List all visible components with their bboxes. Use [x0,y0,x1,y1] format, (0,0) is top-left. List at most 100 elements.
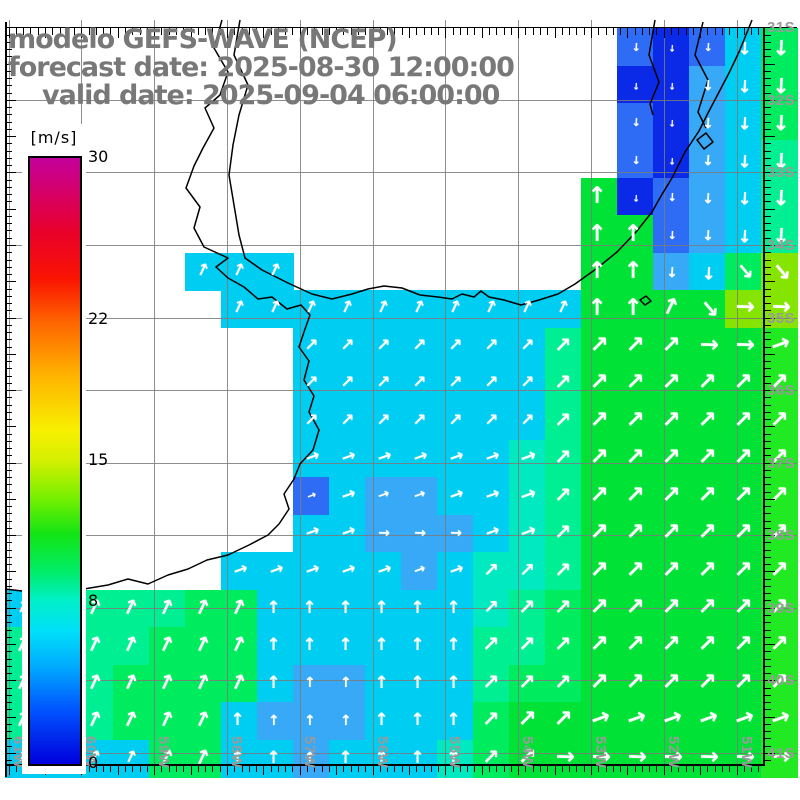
model-name-title: modelo GEFS-WAVE (NCEP) [8,24,398,55]
axis-tick [736,765,738,775]
wave-cell [293,627,330,666]
axis-tick [764,85,771,87]
wind-arrow: ↑ [266,598,281,618]
axis-tick [423,765,425,772]
wave-cell [437,402,474,441]
axis-tick [764,143,771,145]
axis-tick [321,28,323,35]
axis-tick [197,765,199,772]
wave-cell [401,327,438,366]
wind-arrow: ↑ [410,710,425,731]
axis-tick [5,593,12,595]
axis-tick [5,288,12,290]
axis-tick [139,765,141,772]
wave-cell [617,102,654,141]
axis-tick [285,28,287,35]
wave-cell [293,552,330,591]
axis-tick [764,702,771,703]
wind-arrow: ↑ [446,598,461,618]
wave-cell [473,739,510,778]
wave-cell [185,664,222,703]
axis-tick [678,28,680,35]
axis-tick [764,644,775,645]
wave-cell [653,327,690,366]
axis-tick [627,765,629,775]
lat-label: 31S [767,19,796,37]
axis-tick [743,28,745,35]
axis-tick [764,99,775,101]
axis-tick [764,615,771,616]
axis-tick [510,28,512,35]
axis-tick [764,520,771,522]
wave-cell [401,477,438,516]
axis-tick [219,28,221,35]
axis-tick [5,644,16,645]
wave-cell [581,627,618,666]
lon-label: 57W [300,736,318,769]
wind-arrow: ↑ [266,635,281,656]
axis-tick [372,765,374,775]
axis-tick [576,765,578,772]
axis-tick [764,208,775,210]
axis-tick [518,765,520,775]
wave-cell [761,477,798,516]
axis-tick [764,535,775,537]
axis-tick [5,549,12,551]
axis-tick [764,462,775,464]
gridline-parallel [5,680,797,682]
axis-tick [438,28,439,35]
wave-cell [689,440,726,479]
gridline-meridian [518,20,520,777]
axis-tick [764,92,771,94]
axis-tick [764,411,771,413]
axis-tick [299,28,301,38]
map-border-bottom [5,764,765,766]
axis-tick [764,673,771,674]
axis-tick [430,28,432,35]
axis-tick [5,70,12,72]
wave-cell [509,552,546,591]
axis-tick [5,760,12,762]
wind-arrow: ↑ [587,295,607,322]
axis-tick [190,28,192,38]
wind-arrow: ↑ [446,635,461,656]
axis-tick [685,28,687,35]
axis-tick [357,28,359,35]
axis-tick [8,765,10,775]
axis-tick [408,28,410,38]
wave-cell [437,552,474,591]
wave-cell [581,702,618,741]
wind-arrow: ↑ [302,598,317,618]
axis-tick [430,765,432,772]
gridline-meridian [299,20,301,777]
lon-label: 52W [664,736,682,769]
wave-cell [617,177,654,216]
wind-arrow: ↑ [374,710,389,731]
wave-cell [293,514,330,553]
wave-cell [617,477,654,516]
axis-tick [5,615,12,616]
axis-tick [692,765,694,772]
wave-cell [725,140,762,179]
wave-cell [689,552,726,591]
axis-tick [489,765,490,772]
axis-tick [452,765,454,772]
lat-label: 34S [767,236,796,254]
wave-cell [437,514,474,553]
axis-tick [764,56,771,58]
axis-tick [764,317,775,319]
gridline-meridian [663,20,665,777]
axis-tick [307,765,308,772]
wave-cell [581,177,618,216]
wave-cell [617,65,654,104]
axis-tick [764,136,775,138]
axis-tick [467,765,469,772]
axis-tick [5,303,12,304]
wave-cell [509,514,546,553]
axis-tick [764,375,771,377]
wind-arrow: ↑ [374,635,389,656]
axis-tick [764,542,771,544]
axis-tick [168,765,170,772]
wave-cell [509,627,546,666]
